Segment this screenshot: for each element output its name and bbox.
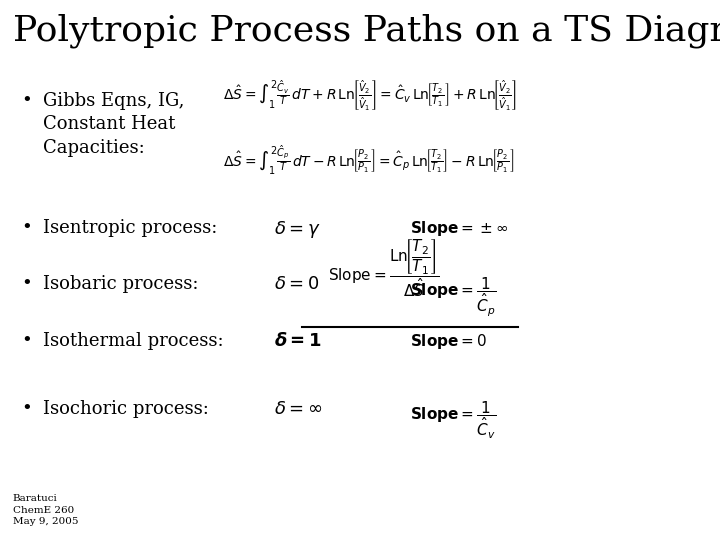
Text: $\mathbf{Slope} = \dfrac{1}{\hat{C}_p}$: $\mathbf{Slope} = \dfrac{1}{\hat{C}_p}$ [410,275,497,319]
Text: Isochoric process:: Isochoric process: [43,400,209,417]
Text: •: • [22,275,32,293]
Text: $\delta = 0$: $\delta = 0$ [274,275,319,293]
Point [298,323,307,330]
Text: $\delta = \infty$: $\delta = \infty$ [274,400,322,417]
Text: Polytropic Process Paths on a TS Diagram: Polytropic Process Paths on a TS Diagram [13,14,720,48]
Text: $\delta = \gamma$: $\delta = \gamma$ [274,219,320,240]
Text: Isothermal process:: Isothermal process: [43,332,224,350]
Text: $\boldsymbol{\delta = 1}$: $\boldsymbol{\delta = 1}$ [274,332,321,350]
Text: Isobaric process:: Isobaric process: [43,275,199,293]
Text: Gibbs Eqns, IG,
Constant Heat
Capacities:: Gibbs Eqns, IG, Constant Heat Capacities… [43,92,184,157]
Text: •: • [22,332,32,350]
Text: •: • [22,92,32,110]
Text: $\mathbf{Slope} = 0$: $\mathbf{Slope} = 0$ [410,332,487,351]
Text: $\mathbf{Slope} = \dfrac{1}{\hat{C}_v}$: $\mathbf{Slope} = \dfrac{1}{\hat{C}_v}$ [410,400,497,441]
Text: $\Delta\hat{S}= \int_{1}^{2}\frac{\hat{C}_{v}}{T}\,dT + R\,\mathrm{Ln}\!\left[\f: $\Delta\hat{S}= \int_{1}^{2}\frac{\hat{C… [223,78,517,112]
Text: $\Delta\hat{S}= \int_{1}^{2}\frac{\hat{C}_{p}}{T}\,dT - R\,\mathrm{Ln}\!\left[\f: $\Delta\hat{S}= \int_{1}^{2}\frac{\hat{C… [223,143,514,177]
Text: $\mathrm{Slope} = \dfrac{\mathrm{Ln}\!\left[\dfrac{T_2}{T_1}\right]}{\Delta\hat{: $\mathrm{Slope} = \dfrac{\mathrm{Ln}\!\l… [328,238,439,299]
Text: Isentropic process:: Isentropic process: [43,219,217,237]
Text: •: • [22,400,32,417]
Text: $\mathbf{Slope} = \pm\infty$: $\mathbf{Slope} = \pm\infty$ [410,219,509,238]
Text: •: • [22,219,32,237]
Text: Baratuci
ChemE 260
May 9, 2005: Baratuci ChemE 260 May 9, 2005 [13,494,78,526]
Point [514,323,523,330]
